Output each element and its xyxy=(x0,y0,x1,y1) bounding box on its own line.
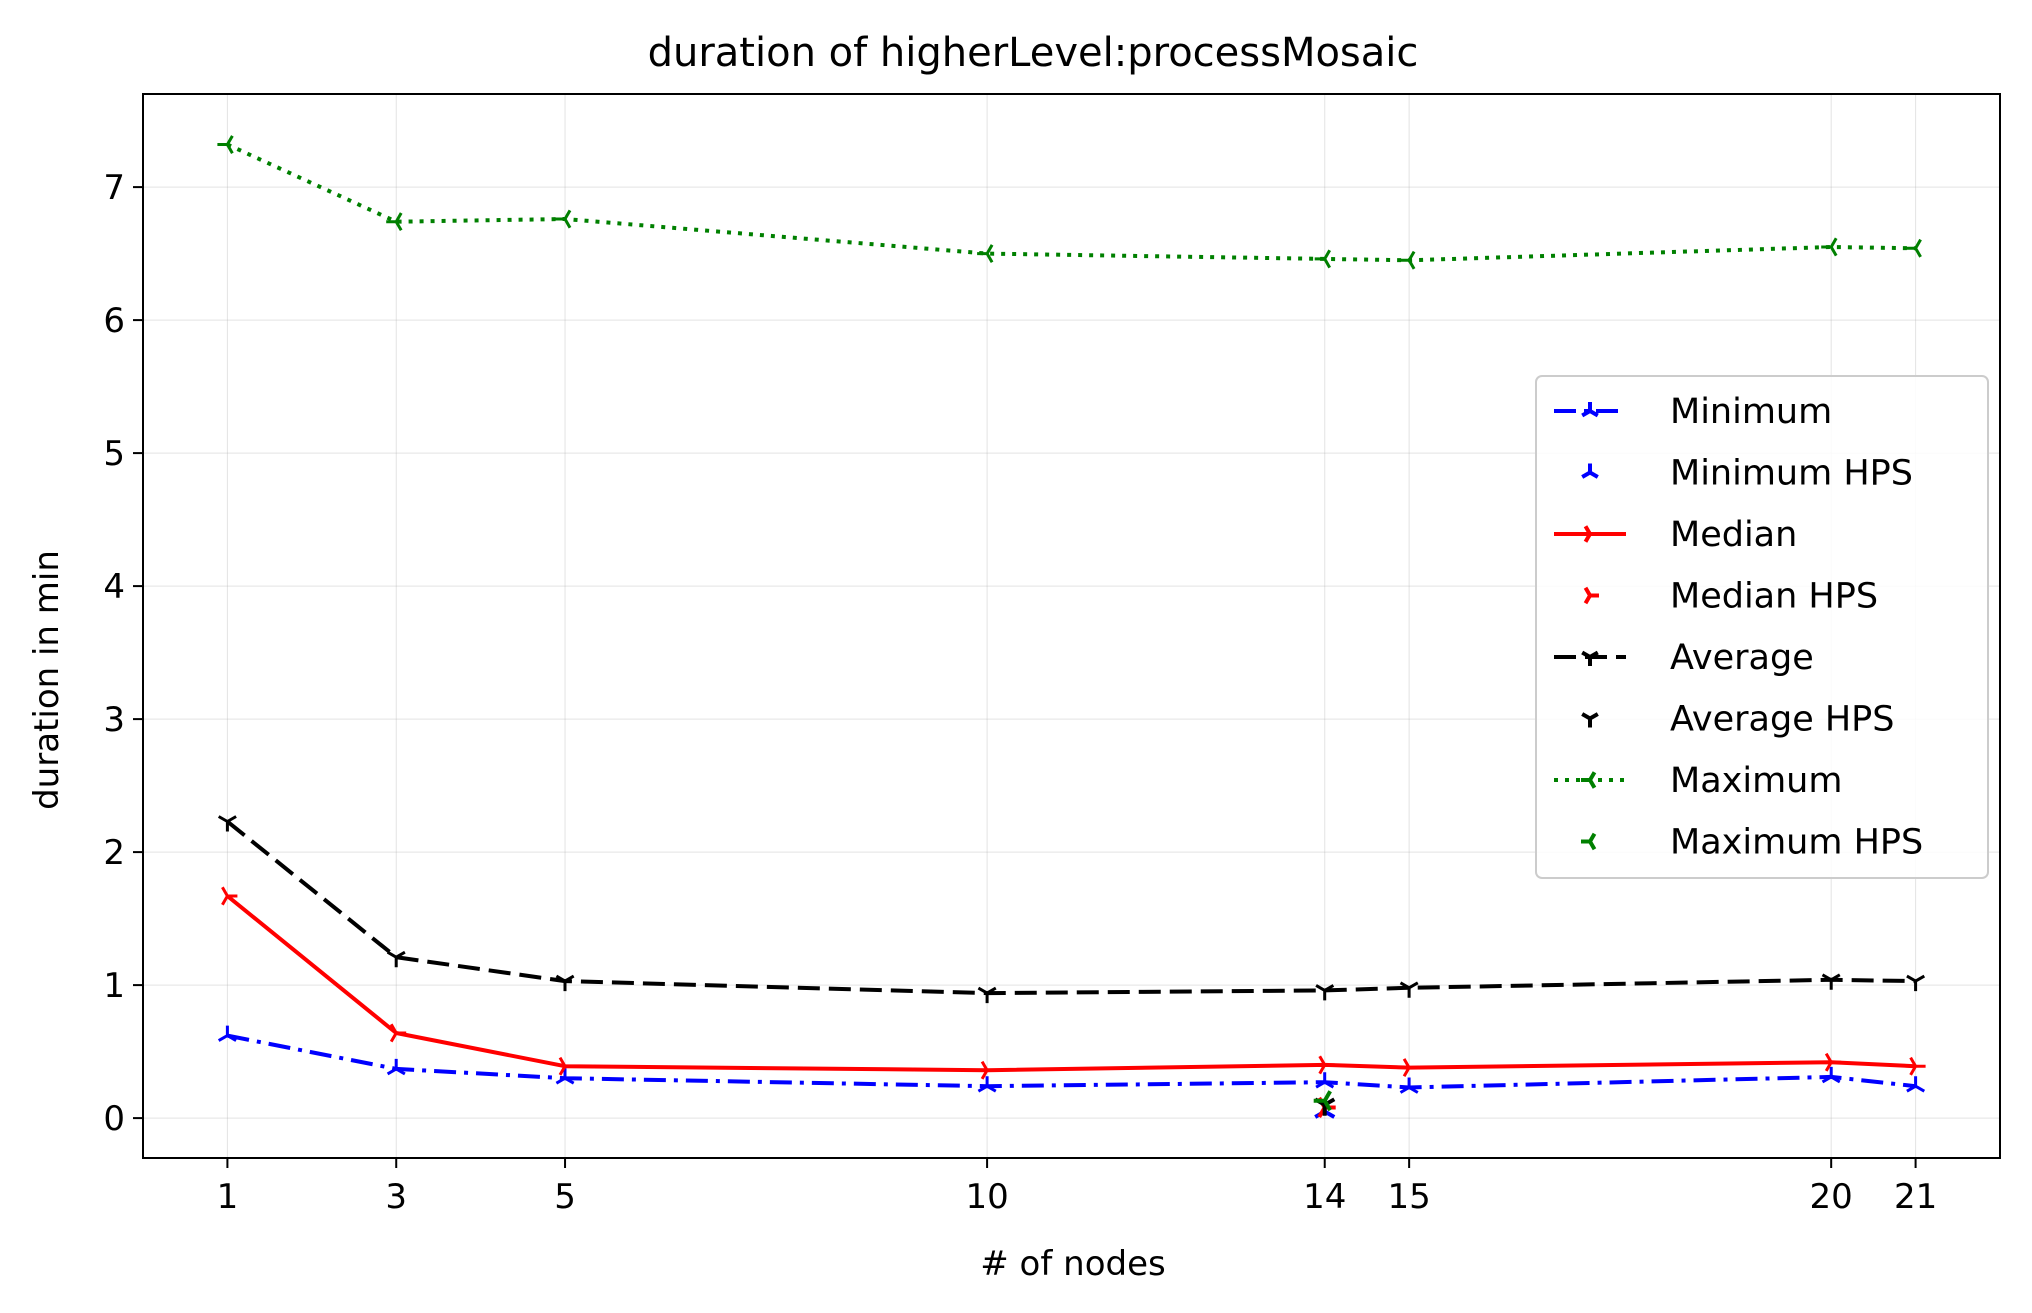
legend-marker-minimum-hps xyxy=(1581,463,1599,479)
chart-title: duration of higherLevel:processMosaic xyxy=(648,30,1419,76)
point-average-5 xyxy=(1399,981,1419,998)
x-tick-label-3: 10 xyxy=(965,1177,1008,1217)
legend-marker-median xyxy=(1583,525,1599,543)
legend-label-median-hps: Median HPS xyxy=(1670,577,1878,617)
point-maximum-6 xyxy=(1821,237,1838,257)
point-average-1 xyxy=(386,950,406,968)
x-tick-label-6: 20 xyxy=(1810,1177,1853,1217)
plot-frame xyxy=(142,93,2001,1159)
legend-label-minimum-hps: Minimum HPS xyxy=(1670,454,1913,494)
series-line-median xyxy=(226,894,1916,1073)
point-median-1 xyxy=(389,1023,407,1043)
legend-item-median: Median xyxy=(1554,515,1797,555)
point-average-6 xyxy=(1821,973,1841,990)
x-tick-label-0: 1 xyxy=(217,1177,239,1217)
x-tick-label-4: 14 xyxy=(1303,1177,1346,1217)
y-axis-label: duration in min xyxy=(27,550,67,810)
x-tick-label-5: 15 xyxy=(1388,1177,1431,1217)
point-maximum-7 xyxy=(1905,238,1922,258)
point-median-3 xyxy=(980,1060,998,1080)
point-median-5 xyxy=(1402,1058,1420,1077)
point-maximum-5 xyxy=(1399,250,1416,270)
point-maximum-hps-0 xyxy=(1313,1090,1332,1112)
legend-label-median: Median xyxy=(1670,515,1797,555)
legend-item-maximum-hps: Maximum HPS xyxy=(1581,823,1923,863)
series-layer xyxy=(217,135,1926,1119)
point-median-7 xyxy=(1909,1056,1926,1076)
x-axis-ticks: 1 3 5 10 14 15 20 21 xyxy=(217,1158,1937,1217)
point-minimum-7 xyxy=(1906,1076,1926,1093)
y-tick-label-7: 7 xyxy=(103,168,125,208)
legend-label-maximum: Maximum xyxy=(1670,761,1842,801)
legend-item-median-hps: Median HPS xyxy=(1583,577,1878,617)
legend-frame xyxy=(1535,375,1989,879)
series-line-maximum xyxy=(226,142,1916,263)
y-tick-label-0: 0 xyxy=(103,1099,125,1139)
legend-marker-minimum xyxy=(1581,402,1599,418)
point-maximum-2 xyxy=(555,209,572,229)
y-tick-label-6: 6 xyxy=(103,301,125,341)
y-tick-label-3: 3 xyxy=(103,700,125,740)
y-tick-label-4: 4 xyxy=(103,567,125,607)
point-median-4 xyxy=(1318,1055,1335,1075)
point-minimum-6 xyxy=(1821,1066,1841,1084)
point-maximum-1 xyxy=(386,212,403,232)
legend: Minimum Minimum HPS Median Median HPS Averag… xyxy=(1535,375,1989,879)
y-tick-label-2: 2 xyxy=(103,833,125,873)
point-minimum-4 xyxy=(1315,1072,1335,1089)
point-average-3 xyxy=(977,986,997,1004)
point-maximum-0 xyxy=(217,135,234,154)
legend-label-maximum-hps: Maximum HPS xyxy=(1670,823,1923,863)
legend-label-average: Average xyxy=(1670,638,1814,678)
point-average-0 xyxy=(217,815,237,832)
point-minimum-1 xyxy=(386,1058,406,1076)
series-minimum xyxy=(217,1025,1926,1094)
series-median xyxy=(221,886,1926,1080)
legend-label-average-hps: Average HPS xyxy=(1670,700,1895,740)
series-line-average xyxy=(226,819,1916,996)
legend-item-minimum-hps: Minimum HPS xyxy=(1581,454,1913,494)
legend-marker-maximum-hps xyxy=(1581,832,1597,851)
point-minimum-5 xyxy=(1399,1077,1419,1094)
point-average-4 xyxy=(1315,984,1335,1001)
point-median-6 xyxy=(1824,1052,1842,1072)
point-median-0 xyxy=(221,886,238,906)
series-maximum-hps xyxy=(1313,1090,1332,1112)
legend-marker-median-hps xyxy=(1583,586,1599,605)
legend-item-average-hps: Average HPS xyxy=(1581,700,1895,740)
point-average-7 xyxy=(1906,974,1926,992)
y-axis-ticks: 0 1 2 3 4 5 6 7 xyxy=(103,168,143,1139)
y-tick-label-5: 5 xyxy=(103,434,125,474)
point-median-2 xyxy=(558,1056,575,1076)
point-minimum-0 xyxy=(217,1025,237,1042)
legend-marker-average-hps xyxy=(1581,712,1599,728)
legend-item-minimum: Minimum xyxy=(1554,392,1832,432)
series-average xyxy=(217,815,1926,1004)
x-tick-label-1: 3 xyxy=(385,1177,407,1217)
legend-item-average: Average xyxy=(1554,638,1814,678)
legend-marker-maximum xyxy=(1581,771,1597,789)
x-tick-label-7: 21 xyxy=(1894,1177,1937,1217)
point-maximum-3 xyxy=(977,244,994,264)
legend-item-maximum: Maximum xyxy=(1554,761,1842,801)
y-tick-label-1: 1 xyxy=(103,966,125,1006)
point-minimum-2 xyxy=(555,1068,575,1085)
legend-marker-average xyxy=(1581,650,1599,666)
x-axis-label: # of nodes xyxy=(980,1244,1165,1284)
series-maximum xyxy=(217,135,1922,270)
point-average-2 xyxy=(555,974,575,992)
x-tick-label-2: 5 xyxy=(554,1177,576,1217)
point-minimum-3 xyxy=(977,1076,997,1093)
series-line-minimum xyxy=(227,1033,1916,1090)
legend-label-minimum: Minimum xyxy=(1670,392,1832,432)
point-maximum-4 xyxy=(1314,249,1332,269)
